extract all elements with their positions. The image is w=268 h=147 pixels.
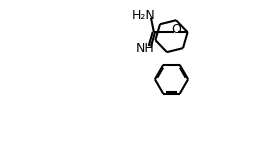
- Text: NH: NH: [136, 42, 155, 55]
- Text: O: O: [172, 22, 181, 36]
- Text: H₂N: H₂N: [132, 9, 156, 22]
